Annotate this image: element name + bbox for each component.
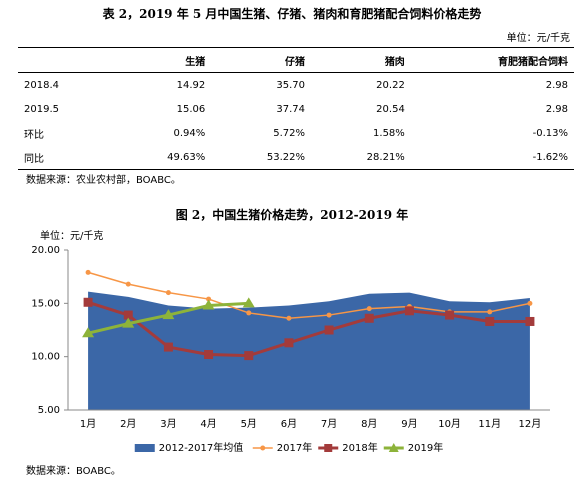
marker <box>122 317 135 328</box>
marker <box>85 269 91 275</box>
marker <box>83 297 93 307</box>
x-tick-label: 5月 <box>241 418 257 430</box>
marker <box>286 315 292 321</box>
chart-title: 图 2，中国生猪价格走势，2012-2019 年 <box>175 208 409 222</box>
x-tick-label: 12月 <box>519 418 542 430</box>
marker <box>206 296 212 302</box>
marker <box>527 300 533 306</box>
x-tick-label: 7月 <box>321 418 337 430</box>
marker <box>485 316 495 326</box>
table-cell: 53.22% <box>211 145 312 170</box>
x-tick-label: 3月 <box>160 418 176 430</box>
marker <box>366 306 372 312</box>
price-table: 生猪 仔猪 猪肉 育肥猪配合饲料 2018.4 14.92 35.70 20.22 2.98 2… <box>18 47 574 170</box>
line <box>87 271 531 320</box>
y-tick-label: 15.00 <box>31 298 60 309</box>
table-cell: 2019.5 <box>24 103 59 115</box>
marker <box>162 309 175 320</box>
table-row: 2018.4 14.92 35.70 20.22 2.98 <box>18 72 574 97</box>
marker <box>165 290 171 296</box>
table-cell: 2018.4 <box>18 72 112 97</box>
table-cell: 49.63% <box>111 145 212 170</box>
marker <box>244 351 254 361</box>
marker <box>326 312 332 318</box>
table-row: 同比 49.63% 53.22% 28.21% -1.62% <box>18 145 574 170</box>
marker <box>487 309 493 315</box>
marker <box>404 306 414 316</box>
y-axis-label: 单位：元/千克 <box>40 229 103 242</box>
area <box>88 291 530 410</box>
marker <box>242 297 255 308</box>
chart: 单位：元/千克 5.00 10.00 15.00 20.00 1月 2月 3月 4月 5月 6月 7… <box>31 229 550 454</box>
x-tick-label: 4月 <box>200 418 216 430</box>
table-cell: 1.58% <box>373 127 405 139</box>
table-cell: -0.13% <box>532 127 568 139</box>
table-cell: 14.92 <box>111 72 212 97</box>
marker <box>525 316 535 326</box>
marker <box>204 350 214 360</box>
y-tick-label: 10.00 <box>31 352 60 363</box>
marker <box>284 338 294 348</box>
table-title: 表 2，2019 年 5 月中国生猪、仔猪、猪肉和育肥猪配合饲料价格走势 <box>102 7 482 21</box>
table-cell: -1.62% <box>410 145 574 170</box>
unit: 单位：元/千克 <box>506 33 570 44</box>
y-tick-label: 20.00 <box>31 245 60 256</box>
legend-swatch <box>134 444 155 452</box>
x-tick-label: 11月 <box>478 418 501 430</box>
legend-label: 2012-2017年均值 <box>159 441 244 454</box>
marker <box>445 310 455 320</box>
marker <box>202 299 215 310</box>
legend-label: 2019年 <box>408 441 443 454</box>
table-row: 2019.5 15.06 37.74 20.54 2.98 <box>18 97 574 121</box>
header-cell: 生猪 <box>111 47 212 73</box>
marker <box>246 310 252 316</box>
table-cell: 环比 <box>24 129 44 141</box>
legend-label: 2018年 <box>342 441 377 454</box>
table-body: 2018.4 14.92 35.70 20.22 2.98 2019.5 15.06 37.7… <box>18 72 574 170</box>
table-cell: 同比 <box>18 145 112 170</box>
table-row: 环比 0.94% 5.72% 1.58% -0.13% <box>18 121 574 145</box>
table-cell: 0.94% <box>173 127 206 139</box>
legend-marker <box>260 445 266 451</box>
marker <box>82 327 95 338</box>
table-cell: 20.54 <box>376 103 405 115</box>
table-cell: 2.98 <box>545 103 568 115</box>
marker <box>364 313 374 323</box>
header-row: 生猪 仔猪 猪肉 育肥猪配合饲料 <box>18 47 574 73</box>
header-cell: 仔猪 <box>211 47 312 73</box>
marker <box>123 310 133 320</box>
x-tick-label: 6月 <box>281 418 297 430</box>
table-cell: 2.98 <box>410 72 574 97</box>
x-tick-label: 10月 <box>438 418 461 430</box>
x-tick-label: 1月 <box>80 418 96 430</box>
line <box>87 300 530 358</box>
table-cell: 35.70 <box>211 72 312 97</box>
x-tick-label: 9月 <box>401 418 417 430</box>
legend-marker <box>388 443 399 452</box>
x-tick-label: 8月 <box>361 418 377 430</box>
header-cell <box>18 47 112 73</box>
table-cell: 15.06 <box>176 103 206 115</box>
chart-source: 数据来源：BOABC。 <box>26 466 121 477</box>
table-cell: 37.74 <box>276 103 306 115</box>
x-tick-label: 2月 <box>120 418 136 430</box>
source: 数据来源：农业农村部，BOABC。 <box>26 175 181 186</box>
marker <box>125 281 131 287</box>
header-cell: 育肥猪配合饲料 <box>410 47 574 73</box>
table-cell: 5.72% <box>273 127 306 139</box>
y-tick-label: 5.00 <box>38 405 60 416</box>
table-cell: 28.21% <box>311 145 411 170</box>
table-cell: 20.22 <box>311 72 411 97</box>
marker <box>324 325 334 335</box>
marker <box>163 342 173 352</box>
legend-label: 2017年 <box>277 441 312 454</box>
header-cell: 猪肉 <box>311 47 411 73</box>
legend-marker <box>324 444 333 452</box>
